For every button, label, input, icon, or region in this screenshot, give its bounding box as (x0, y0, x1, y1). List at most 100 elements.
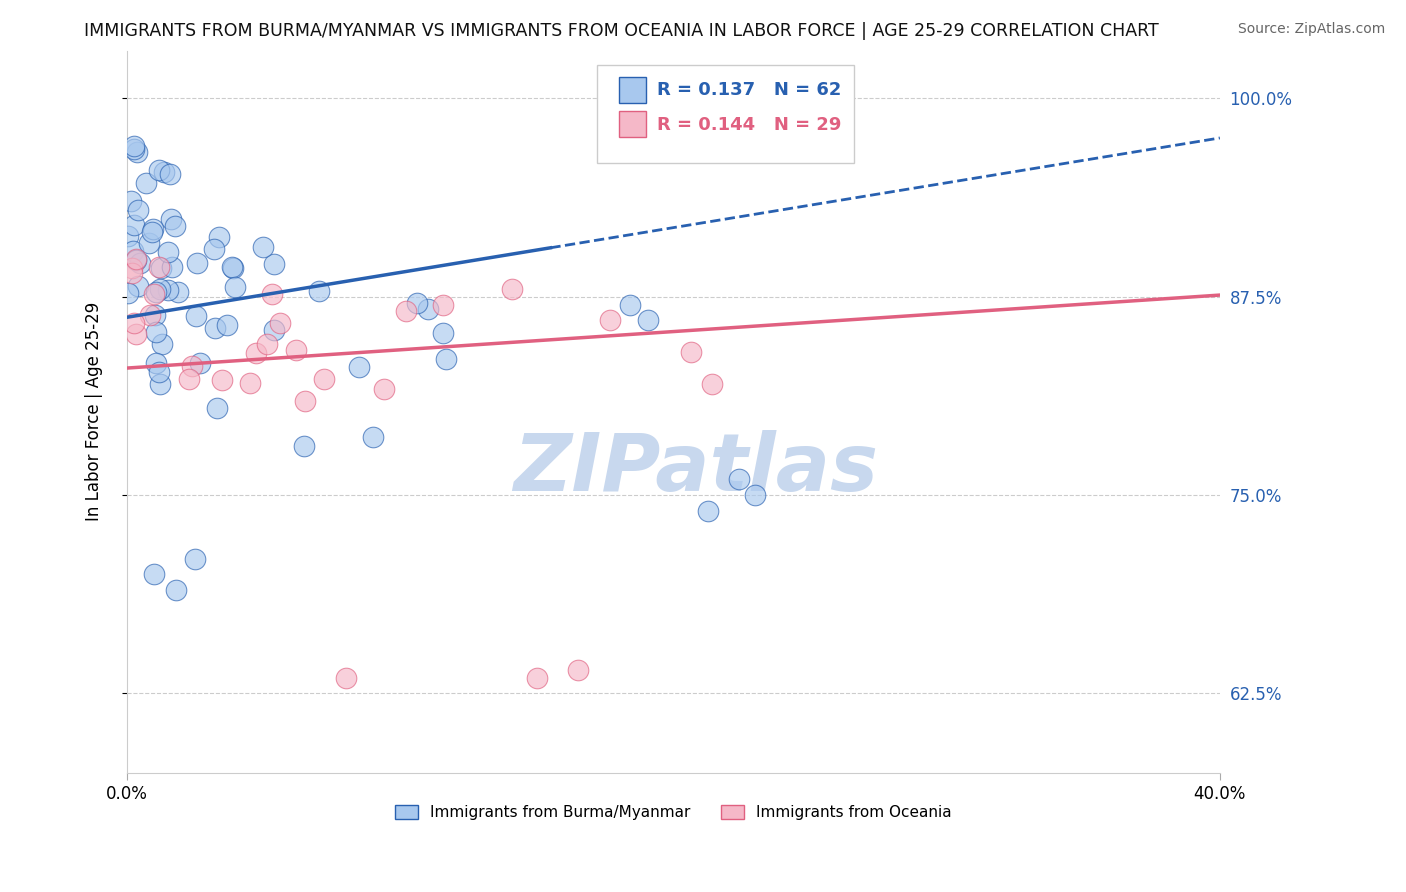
Text: ZIPatlas: ZIPatlas (513, 431, 877, 508)
Point (599, 313, 621, 327)
Point (202, 242, 225, 256)
Text: R = 0.137   N = 62: R = 0.137 N = 62 (657, 81, 841, 99)
Point (700, 376, 723, 391)
Point (416, 301, 439, 316)
Point (145, 356, 167, 370)
Point (141, 225, 163, 239)
Point (211, 373, 233, 387)
Point (122, 142, 145, 156)
Point (373, 382, 395, 396)
Point (744, 488, 766, 502)
Point (308, 284, 330, 298)
Point (215, 318, 238, 332)
Point (405, 295, 427, 310)
Point (121, 261, 143, 276)
Point (221, 260, 243, 275)
Point (142, 287, 165, 301)
Point (129, 256, 152, 270)
Point (160, 260, 183, 275)
Point (127, 202, 149, 217)
Point (245, 345, 267, 359)
Point (679, 345, 702, 359)
Point (205, 401, 228, 415)
Point (335, 671, 357, 685)
Point (160, 212, 183, 227)
Point (122, 244, 145, 258)
Point (263, 257, 285, 271)
Point (619, 297, 641, 311)
Point (125, 326, 148, 341)
Text: R = 0.144   N = 29: R = 0.144 N = 29 (657, 116, 841, 134)
Point (208, 230, 231, 244)
Point (138, 235, 160, 250)
Point (148, 162, 170, 177)
Point (127, 279, 149, 293)
Point (222, 261, 245, 276)
Point (159, 167, 181, 181)
Point (567, 663, 589, 677)
Point (122, 316, 145, 330)
Point (186, 256, 208, 270)
Text: IMMIGRANTS FROM BURMA/MYANMAR VS IMMIGRANTS FROM OCEANIA IN LABOR FORCE | AGE 25: IMMIGRANTS FROM BURMA/MYANMAR VS IMMIGRA… (84, 22, 1159, 40)
Point (697, 504, 720, 518)
Point (117, 229, 139, 244)
FancyBboxPatch shape (619, 77, 647, 103)
Point (156, 245, 179, 260)
Point (125, 253, 148, 268)
FancyBboxPatch shape (598, 65, 853, 162)
Point (153, 164, 176, 178)
Point (150, 336, 173, 351)
Point (239, 376, 262, 390)
Point (260, 287, 283, 301)
Point (122, 139, 145, 153)
Point (121, 266, 143, 280)
Point (117, 285, 139, 300)
Point (284, 343, 307, 357)
Point (361, 430, 384, 444)
Point (120, 194, 142, 209)
Point (156, 283, 179, 297)
Point (269, 316, 291, 330)
Point (432, 298, 454, 312)
Point (122, 218, 145, 232)
Point (177, 372, 200, 386)
Y-axis label: In Labor Force | Age 25-29: In Labor Force | Age 25-29 (86, 302, 103, 521)
Point (165, 583, 187, 598)
Point (125, 145, 148, 160)
Point (432, 326, 454, 341)
Point (256, 336, 278, 351)
Point (224, 280, 246, 294)
Point (125, 252, 148, 266)
Point (149, 282, 172, 296)
Point (184, 309, 207, 323)
Point (294, 393, 316, 408)
Point (149, 260, 172, 275)
Point (184, 551, 207, 566)
Point (728, 472, 751, 486)
Point (148, 260, 170, 274)
Point (143, 567, 166, 582)
Point (148, 365, 170, 379)
Point (312, 372, 335, 386)
Point (394, 304, 416, 318)
Legend: Immigrants from Burma/Myanmar, Immigrants from Oceania: Immigrants from Burma/Myanmar, Immigrant… (389, 799, 957, 827)
Point (292, 439, 315, 453)
Point (501, 282, 523, 296)
Point (163, 219, 186, 234)
Point (149, 376, 172, 391)
Point (188, 356, 211, 370)
Point (142, 222, 165, 236)
Point (252, 240, 274, 254)
Point (145, 325, 167, 339)
Point (181, 359, 204, 373)
Point (637, 313, 659, 327)
Point (204, 321, 226, 335)
Point (166, 285, 188, 300)
Point (434, 352, 457, 367)
FancyBboxPatch shape (619, 112, 647, 137)
Point (145, 285, 167, 299)
Point (526, 671, 548, 685)
Point (139, 308, 162, 322)
Point (135, 176, 157, 190)
Text: Source: ZipAtlas.com: Source: ZipAtlas.com (1237, 22, 1385, 37)
